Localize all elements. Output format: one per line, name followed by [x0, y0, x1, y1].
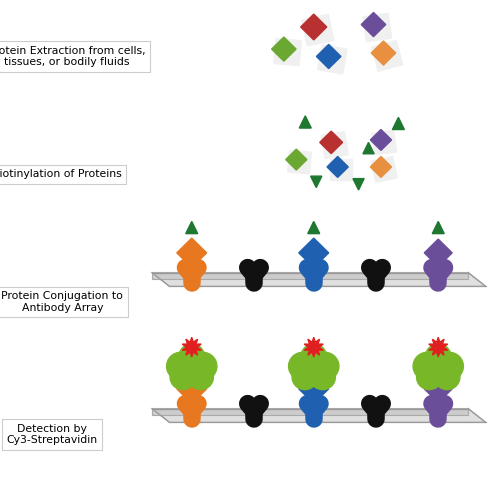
Polygon shape	[372, 130, 396, 155]
Polygon shape	[353, 179, 364, 190]
Text: Protein Extraction from cells,
tissues, or bodily fluids: Protein Extraction from cells, tissues, …	[0, 46, 146, 67]
Polygon shape	[429, 337, 448, 357]
Polygon shape	[152, 409, 486, 422]
Polygon shape	[177, 238, 207, 268]
Polygon shape	[152, 409, 468, 415]
Polygon shape	[302, 14, 334, 46]
Polygon shape	[299, 116, 311, 128]
Circle shape	[425, 344, 451, 369]
Polygon shape	[299, 374, 329, 404]
Circle shape	[188, 364, 214, 390]
Circle shape	[292, 364, 318, 390]
Polygon shape	[363, 142, 374, 154]
Polygon shape	[301, 14, 327, 40]
Circle shape	[170, 364, 195, 390]
Polygon shape	[320, 131, 343, 154]
Circle shape	[310, 364, 336, 390]
Circle shape	[435, 353, 463, 380]
Polygon shape	[371, 130, 391, 150]
Polygon shape	[371, 157, 391, 177]
Polygon shape	[327, 157, 348, 177]
Circle shape	[188, 353, 217, 380]
Circle shape	[180, 358, 203, 380]
Polygon shape	[361, 12, 386, 37]
Polygon shape	[288, 150, 311, 174]
Circle shape	[434, 364, 460, 390]
Circle shape	[179, 344, 205, 369]
Circle shape	[303, 358, 325, 380]
Polygon shape	[392, 117, 404, 130]
Polygon shape	[363, 13, 391, 42]
Text: Protein Conjugation to
Antibody Array: Protein Conjugation to Antibody Array	[1, 291, 123, 313]
Circle shape	[413, 353, 442, 380]
Polygon shape	[321, 132, 349, 159]
Polygon shape	[371, 157, 397, 182]
Polygon shape	[311, 176, 322, 188]
Polygon shape	[182, 337, 201, 357]
Polygon shape	[424, 239, 452, 267]
Polygon shape	[152, 273, 486, 286]
Polygon shape	[372, 41, 403, 71]
Polygon shape	[177, 374, 207, 404]
Polygon shape	[186, 221, 198, 234]
Text: Biotinylation of Proteins: Biotinylation of Proteins	[0, 169, 122, 179]
Polygon shape	[371, 41, 396, 65]
Circle shape	[166, 353, 195, 380]
Polygon shape	[271, 37, 296, 61]
Polygon shape	[316, 44, 341, 69]
Circle shape	[289, 353, 317, 380]
Polygon shape	[424, 375, 452, 403]
Polygon shape	[318, 45, 347, 74]
Polygon shape	[308, 221, 320, 234]
Text: Detection by
Cy3-Streptavidin: Detection by Cy3-Streptavidin	[7, 424, 98, 445]
Polygon shape	[274, 38, 301, 66]
Circle shape	[301, 344, 327, 369]
Circle shape	[416, 364, 442, 390]
Polygon shape	[299, 238, 329, 268]
Circle shape	[427, 358, 449, 380]
Polygon shape	[304, 337, 323, 357]
Polygon shape	[152, 273, 468, 279]
Circle shape	[311, 353, 339, 380]
Polygon shape	[432, 221, 444, 234]
Polygon shape	[330, 159, 352, 180]
Polygon shape	[286, 149, 307, 170]
